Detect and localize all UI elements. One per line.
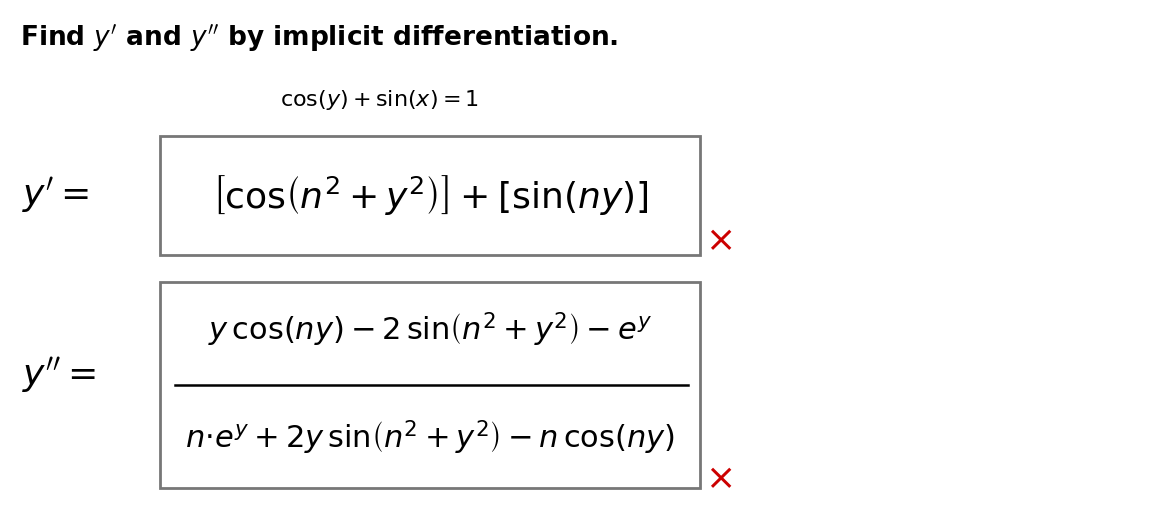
Text: $\left[\mathrm{cos}\left(n^2+y^2\right)\right]+\left[\mathrm{sin}\left(ny\right): $\left[\mathrm{cos}\left(n^2+y^2\right)\…	[211, 173, 649, 217]
Text: $y' =$: $y' =$	[22, 175, 89, 215]
Text: $\times$: $\times$	[705, 223, 733, 257]
Text: $y'' =$: $y'' =$	[22, 355, 96, 395]
Text: Find $y'$ and $y''$ by implicit differentiation.: Find $y'$ and $y''$ by implicit differen…	[20, 22, 619, 54]
Bar	[160, 282, 700, 488]
Text: $y\,\mathrm{cos}\left(ny\right)-2\,\mathrm{sin}\left(n^2+y^2\right)-e^y$: $y\,\mathrm{cos}\left(ny\right)-2\,\math…	[208, 311, 652, 349]
Text: $\times$: $\times$	[705, 461, 733, 495]
Text: $n{\cdot}e^y+2y\,\mathrm{sin}\left(n^2+y^2\right)-n\,\mathrm{cos}\left(ny\right): $n{\cdot}e^y+2y\,\mathrm{sin}\left(n^2+y…	[185, 419, 675, 457]
Text: $\mathrm{cos}(y) + \mathrm{sin}(x) = 1$: $\mathrm{cos}(y) + \mathrm{sin}(x) = 1$	[280, 88, 479, 112]
Bar	[160, 136, 700, 255]
